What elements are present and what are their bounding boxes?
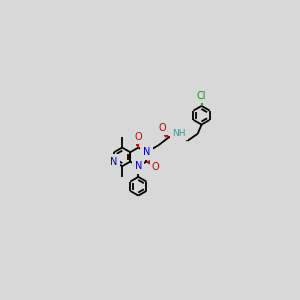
Text: N: N	[110, 157, 118, 166]
Text: O: O	[158, 123, 166, 133]
Text: N: N	[143, 147, 150, 157]
Text: O: O	[134, 132, 142, 142]
Text: NH: NH	[172, 129, 186, 138]
Text: Cl: Cl	[197, 91, 206, 101]
Text: N: N	[135, 161, 142, 171]
Text: O: O	[152, 162, 160, 172]
